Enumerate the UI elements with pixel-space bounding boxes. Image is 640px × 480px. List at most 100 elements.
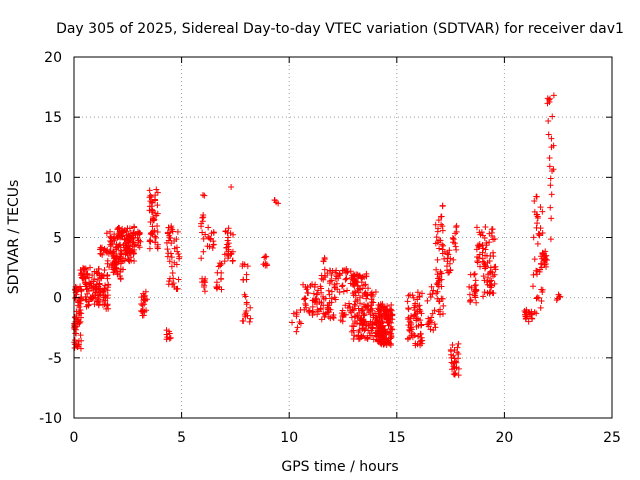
data-point-c31-3: [449, 341, 456, 348]
data-point-c29-39: [434, 256, 441, 263]
data-point-c13-6: [204, 243, 211, 250]
data-point-c39-4: [547, 204, 554, 211]
data-point-c12-0: [200, 235, 207, 242]
data-point-c3-11: [99, 251, 106, 258]
data-point-c12-19: [202, 279, 209, 286]
data-point-c31-17: [449, 366, 456, 373]
data-point-c26-159: [385, 308, 392, 315]
data-point-c23-69: [328, 295, 335, 302]
data-point-c39-6: [546, 163, 553, 170]
data-point-c24-99: [362, 291, 369, 298]
data-point-c40-5: [553, 296, 560, 303]
data-point-c17-11: [247, 315, 254, 322]
ticks-layer: 0 5 10 15 20 25 -10 -5 0 5 10 15 20: [39, 50, 621, 446]
data-point-c2-99: [93, 269, 100, 276]
x-tick-label-2: 10: [280, 430, 298, 446]
data-point-c37-25: [530, 283, 537, 290]
data-point-c24-124: [356, 335, 363, 342]
data-point-c24-28: [349, 281, 356, 288]
data-point-c33-15: [471, 271, 478, 278]
data-point-c17-21: [239, 260, 246, 267]
data-point-c37-24: [539, 208, 546, 215]
grid-layer: [74, 57, 612, 418]
data-point-c15-22: [221, 251, 228, 258]
data-point-c39-17: [545, 131, 552, 138]
data-point-c21-16: [301, 296, 308, 303]
data-point-c20-1: [293, 328, 300, 335]
data-point-c32-10: [450, 236, 457, 243]
data-point-c22-8: [320, 258, 327, 265]
x-tick-label-3: 15: [388, 430, 406, 446]
data-point-c24-40: [357, 286, 364, 293]
y-tick-label-2: 0: [53, 291, 62, 307]
data-point-c35-37: [480, 273, 487, 280]
data-point-c6-104: [126, 258, 133, 265]
data-point-c29-35: [438, 270, 445, 277]
data-point-c22-19: [321, 272, 328, 279]
data-point-c35-36: [481, 289, 488, 296]
data-point-c23-30: [326, 299, 333, 306]
data-point-c26-124: [388, 332, 395, 339]
data-point-c26-151: [375, 327, 382, 334]
data-point-c17-20: [244, 312, 251, 319]
data-point-c38-18: [543, 263, 550, 270]
data-point-c33-10: [468, 284, 475, 291]
data-point-c23-64: [327, 306, 334, 313]
data-point-c35-8: [480, 293, 487, 300]
data-point-c34-9: [473, 246, 480, 253]
data-point-c27-35: [409, 292, 416, 299]
data-point-c26-58: [389, 326, 396, 333]
data-point-c23-50: [339, 318, 346, 325]
data-point-c27-32: [405, 306, 412, 313]
data-point-c33-18: [471, 292, 478, 299]
data-point-c12-10: [198, 255, 205, 262]
data-point-c29-49: [437, 306, 444, 313]
x-tick-label-5: 25: [603, 430, 621, 446]
data-point-c17-6: [244, 263, 251, 270]
data-point-c17-17: [243, 276, 250, 283]
data-point-c28-11: [431, 321, 438, 328]
data-point-c6-64: [121, 257, 128, 264]
data-point-c24-111: [351, 313, 358, 320]
data-point-c15-23: [222, 228, 229, 235]
data-point-c23-32: [336, 289, 343, 296]
data-point-c29-16: [438, 213, 445, 220]
data-point-c24-105: [358, 308, 365, 315]
data-point-c35-41: [488, 226, 495, 233]
data-point-c21-36: [312, 295, 319, 302]
data-point-c12-13: [200, 214, 207, 221]
data-point-c33-16: [472, 277, 479, 284]
data-point-c18-7: [262, 262, 269, 269]
data-point-c8-16: [139, 302, 146, 309]
data-point-c27-38: [404, 298, 411, 305]
data-point-c0-44: [77, 345, 84, 352]
data-point-c34-17: [476, 241, 483, 248]
data-point-c39-20: [546, 99, 553, 106]
data-point-c13-9: [208, 230, 215, 237]
data-point-c18-4: [263, 261, 270, 268]
data-point-c6-90: [123, 228, 130, 235]
data-point-c24-44: [352, 302, 359, 309]
data-point-c9-37: [146, 245, 153, 252]
data-point-c37-5: [531, 198, 538, 205]
data-point-c22-13: [320, 276, 327, 283]
data-point-c10-7: [166, 335, 173, 342]
data-point-c35-54: [487, 264, 494, 271]
data-point-c21-0: [302, 300, 309, 307]
data-point-c8-21: [141, 301, 148, 308]
data-point-c24-107: [354, 282, 361, 289]
data-point-c23-60: [329, 267, 336, 274]
data-point-c0-58: [76, 319, 83, 326]
data-point-c23-11: [339, 283, 346, 290]
data-point-c9-44: [154, 210, 161, 217]
data-point-c7-10: [137, 238, 144, 245]
data-point-c26-145: [381, 340, 388, 347]
data-point-c35-50: [483, 252, 490, 259]
data-point-c25-26: [370, 293, 377, 300]
data-point-c34-15: [474, 258, 481, 265]
data-point-c29-0: [439, 310, 446, 317]
data-point-c2-107: [89, 293, 96, 300]
data-point-c27-68: [407, 324, 414, 331]
data-point-c28-14: [427, 294, 434, 301]
data-point-c14-13: [216, 283, 223, 290]
